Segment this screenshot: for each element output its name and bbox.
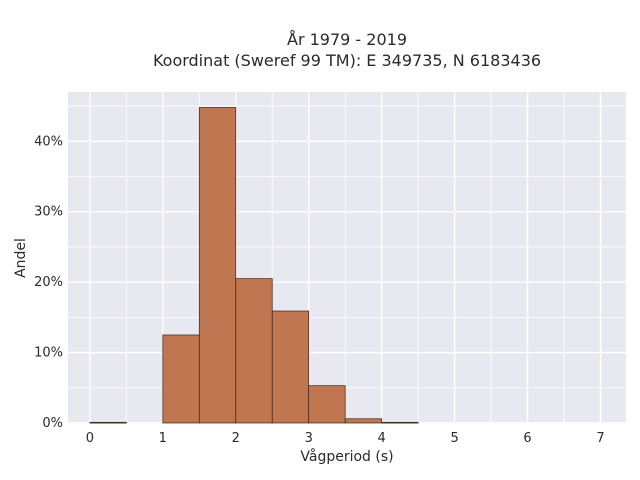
x-tick-label: 4 bbox=[378, 431, 386, 446]
y-tick-label: 0% bbox=[42, 416, 63, 431]
x-axis-label: Vågperiod (s) bbox=[300, 448, 393, 465]
x-tick-label: 2 bbox=[232, 431, 240, 446]
y-tick-label: 10% bbox=[34, 346, 63, 361]
x-tick-label: 5 bbox=[450, 431, 458, 446]
x-tick-label: 7 bbox=[596, 431, 604, 446]
y-tick-label: 30% bbox=[34, 205, 63, 220]
plot-area bbox=[68, 92, 626, 423]
histogram-bar-4 bbox=[235, 278, 273, 424]
y-axis-label: Andel bbox=[13, 238, 29, 278]
histogram-bar-6 bbox=[308, 385, 346, 424]
x-tick-label: 1 bbox=[159, 431, 167, 446]
y-tick-label: 40% bbox=[34, 134, 63, 149]
x-axis-ticks: 0 1 2 3 4 5 6 7 bbox=[86, 431, 605, 446]
x-tick-label: 6 bbox=[523, 431, 531, 446]
chart-title-line2: Koordinat (Sweref 99 TM): E 349735, N 61… bbox=[153, 51, 541, 70]
histogram-bars bbox=[89, 107, 419, 424]
y-axis-ticks: 0% 10% 20% 30% 40% bbox=[34, 134, 63, 431]
histogram-bar-3 bbox=[198, 107, 237, 424]
x-tick-label: 3 bbox=[305, 431, 313, 446]
histogram-bar-8 bbox=[381, 421, 419, 424]
y-tick-label: 20% bbox=[34, 275, 63, 290]
x-tick-label: 0 bbox=[86, 431, 94, 446]
histogram-bar-7 bbox=[344, 418, 382, 424]
chart-title-line1: År 1979 - 2019 bbox=[287, 30, 407, 49]
histogram-bar-2 bbox=[162, 334, 200, 424]
histogram-bar-5 bbox=[271, 310, 310, 424]
histogram-bar-0 bbox=[89, 421, 127, 424]
